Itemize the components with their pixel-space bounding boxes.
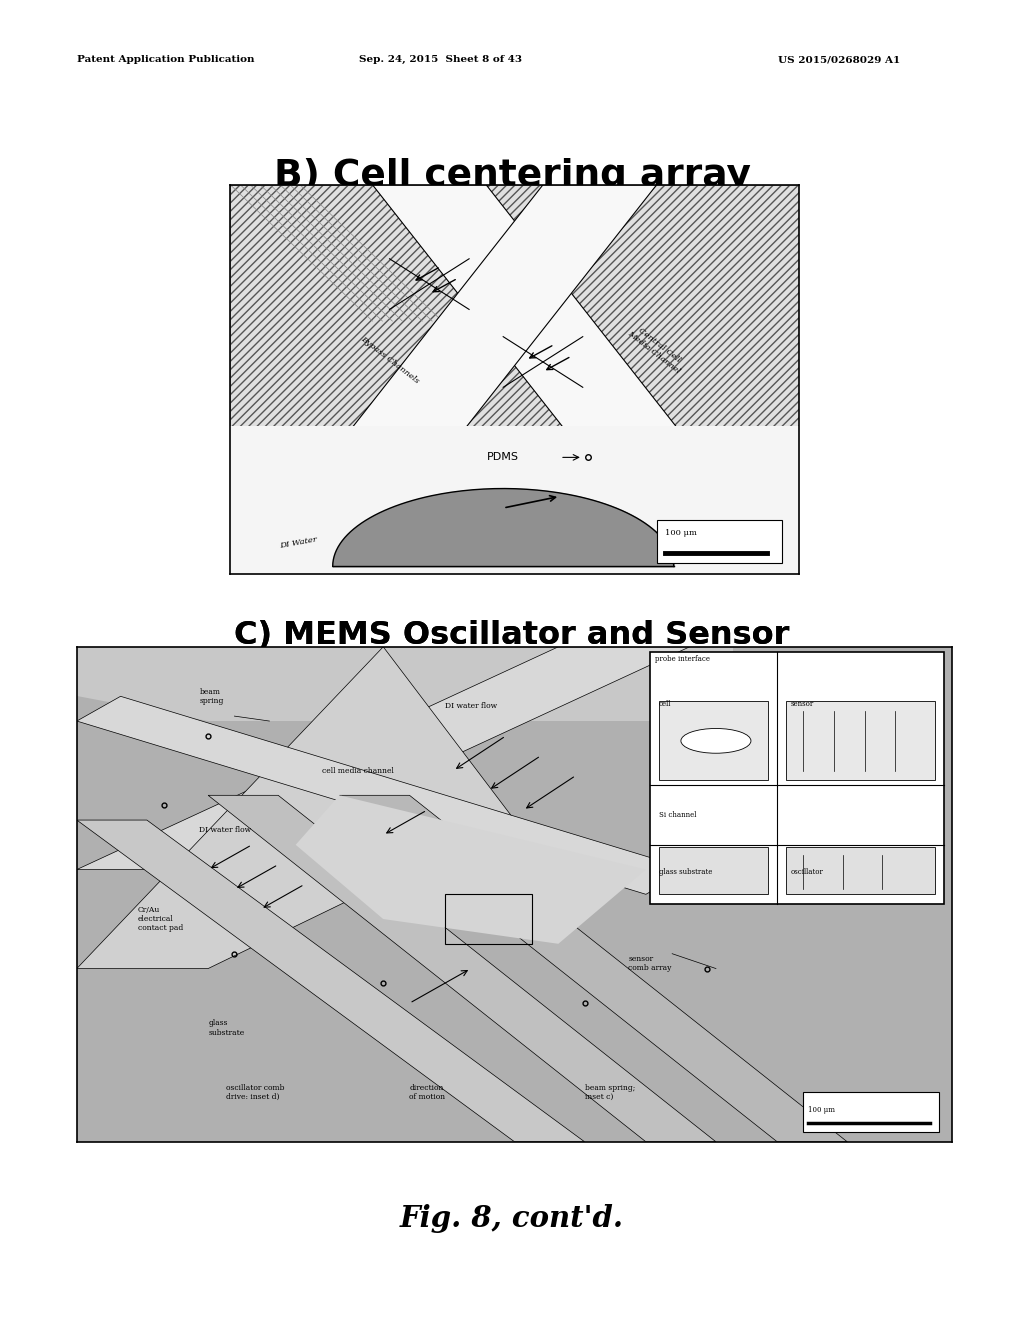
Text: cell media channel: cell media channel — [322, 767, 394, 775]
Bar — [650, 652, 943, 904]
Polygon shape — [296, 795, 646, 944]
Text: glass
substrate: glass substrate — [208, 1019, 245, 1036]
Text: C) MEMS Oscillator and Sensor: C) MEMS Oscillator and Sensor — [234, 620, 790, 651]
Ellipse shape — [681, 729, 751, 754]
Text: DI Water: DI Water — [280, 536, 317, 550]
Text: 100 μm: 100 μm — [666, 529, 697, 537]
Text: direction
of motion: direction of motion — [410, 1084, 445, 1101]
Text: DI water flow: DI water flow — [200, 826, 252, 834]
Text: DI water flow: DI water flow — [444, 702, 497, 710]
Bar — [786, 701, 935, 780]
Text: oscillator: oscillator — [791, 869, 823, 876]
Text: Bypass Channels: Bypass Channels — [358, 335, 420, 385]
Text: beam
spring: beam spring — [200, 688, 224, 705]
Text: Fig. 8, cont'd.: Fig. 8, cont'd. — [400, 1204, 624, 1233]
Polygon shape — [77, 647, 690, 870]
Text: sensor: sensor — [791, 700, 814, 708]
Polygon shape — [77, 647, 733, 721]
Bar — [444, 895, 532, 944]
Text: 100 μm: 100 μm — [808, 1106, 835, 1114]
Text: US 2015/0268029 A1: US 2015/0268029 A1 — [778, 55, 900, 65]
Bar — [786, 847, 935, 895]
Polygon shape — [373, 185, 685, 438]
Text: cell: cell — [659, 700, 672, 708]
Text: PDMS: PDMS — [487, 453, 519, 462]
Text: oscillator comb
drive: inset d): oscillator comb drive: inset d) — [225, 1084, 284, 1101]
Polygon shape — [340, 795, 847, 1142]
Bar — [659, 847, 768, 895]
Polygon shape — [77, 647, 515, 969]
Polygon shape — [230, 185, 799, 438]
Bar — [804, 1093, 939, 1131]
Text: glass substrate: glass substrate — [659, 869, 713, 876]
Text: probe interface: probe interface — [654, 655, 710, 663]
Bar — [659, 701, 768, 780]
Polygon shape — [208, 795, 716, 1142]
Polygon shape — [77, 820, 585, 1142]
Text: C) MEMS Oscillator and Sensor: C) MEMS Oscillator and Sensor — [234, 620, 790, 651]
Text: Sep. 24, 2015  Sheet 8 of 43: Sep. 24, 2015 Sheet 8 of 43 — [358, 55, 522, 65]
Text: Cr/Au
electrical
contact pad: Cr/Au electrical contact pad — [138, 906, 183, 932]
Polygon shape — [344, 185, 656, 438]
Text: beam spring;
inset c): beam spring; inset c) — [585, 1084, 635, 1101]
Text: Central Cell
Media Channel: Central Cell Media Channel — [626, 322, 687, 375]
Text: sensor
comb array: sensor comb array — [629, 954, 672, 973]
Text: Si channel: Si channel — [659, 810, 696, 820]
Polygon shape — [77, 697, 690, 895]
Bar — [656, 520, 781, 562]
Bar — [230, 426, 799, 574]
Text: Patent Application Publication: Patent Application Publication — [77, 55, 254, 65]
Text: B) Cell centering array: B) Cell centering array — [273, 158, 751, 194]
